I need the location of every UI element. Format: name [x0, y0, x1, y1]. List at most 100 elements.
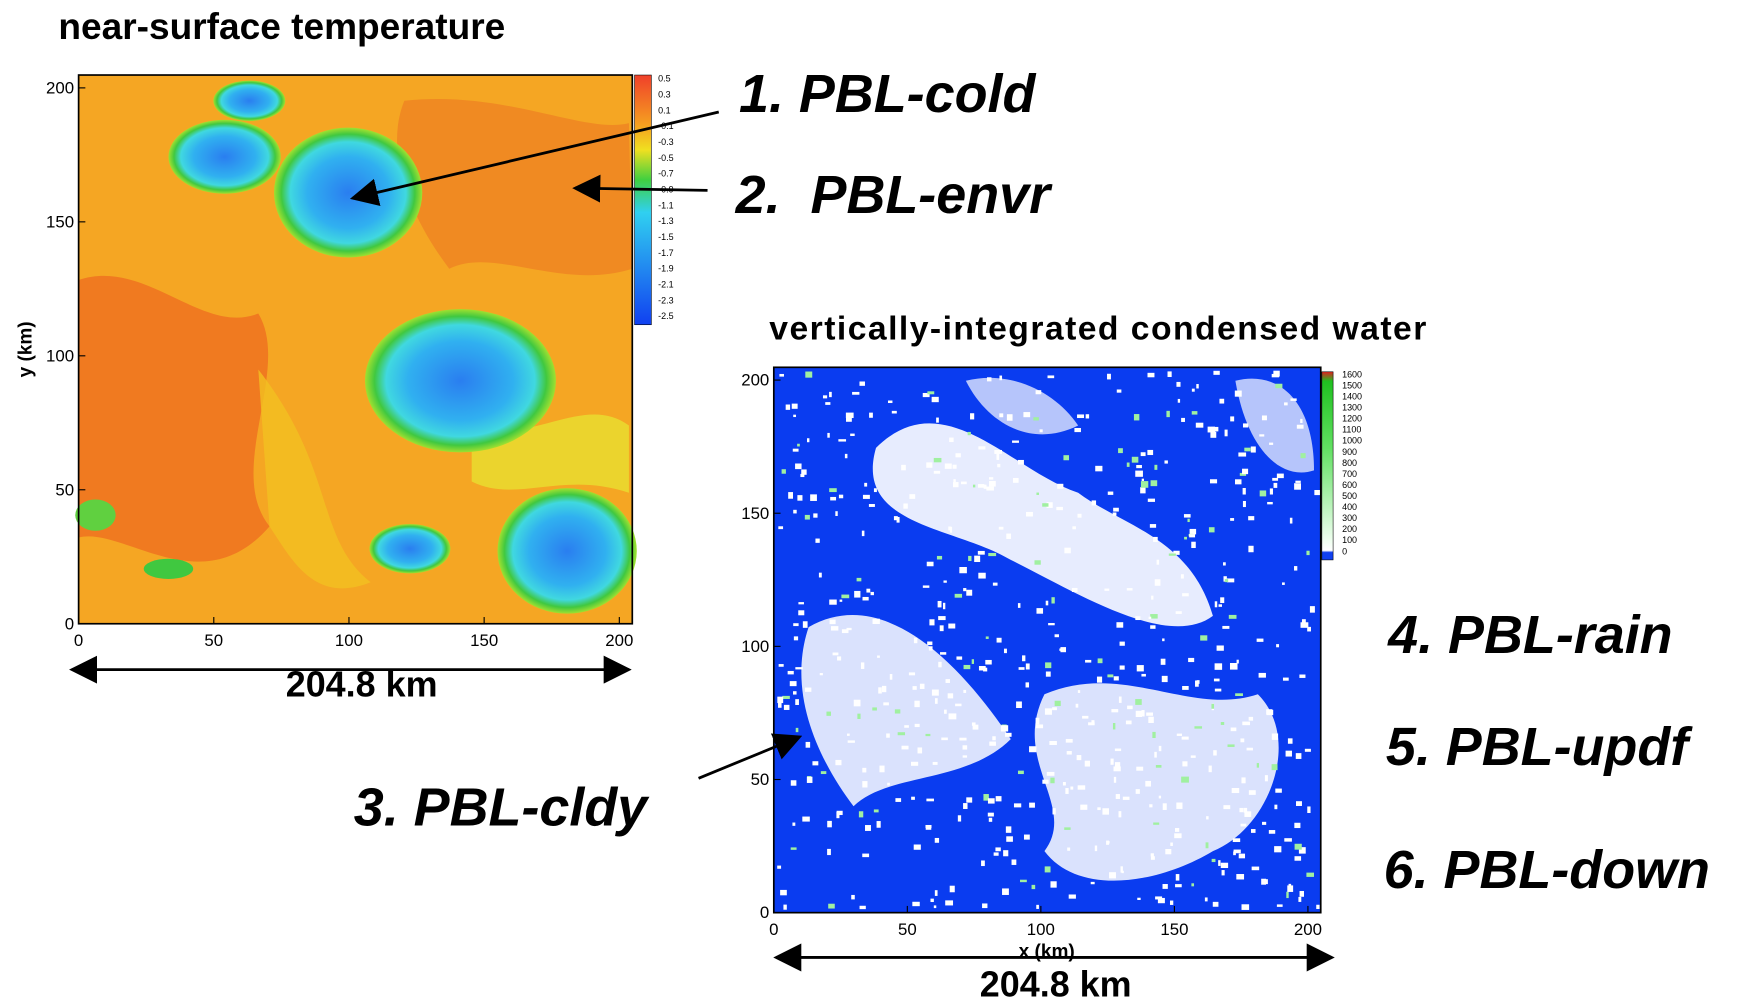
cloud-speckle — [1243, 501, 1246, 507]
cloud-speckle — [1123, 797, 1130, 800]
cloud-speckle — [1206, 816, 1208, 819]
cloud-speckle — [859, 381, 865, 385]
cloud-speckle — [985, 660, 991, 665]
cloud-speckle — [1045, 866, 1051, 872]
cloud-speckle — [1205, 897, 1208, 901]
cloud-speckle — [827, 433, 829, 438]
cloud-speckle — [1154, 465, 1157, 470]
cloud-speckle — [1120, 665, 1125, 669]
cloud-speckle — [1085, 761, 1090, 767]
cloud-speckle — [1248, 516, 1254, 520]
cloud-speckle — [1151, 596, 1153, 600]
x-tick-label: 50 — [898, 920, 917, 939]
cloud-speckle — [1141, 674, 1145, 677]
cloud-speckle — [1104, 589, 1109, 591]
cloud-speckle — [1230, 518, 1234, 521]
cloud-speckle — [1272, 733, 1278, 739]
cloud-speckle — [1275, 789, 1282, 793]
cloud-speckle — [927, 391, 934, 394]
cloud-speckle — [1055, 701, 1061, 706]
panel-title: vertically-integrated condensed water — [769, 310, 1426, 347]
cloud-speckle — [805, 515, 810, 520]
y-tick-label: 200 — [741, 371, 769, 390]
cloud-speckle — [1233, 838, 1240, 842]
cloud-speckle — [1297, 425, 1304, 429]
slide: near-surface temperature vertically-inte… — [0, 0, 1752, 1000]
colorbar-label: 1500 — [1342, 380, 1362, 390]
cloud-speckle — [827, 821, 832, 827]
cloud-speckle — [1049, 741, 1057, 745]
cloud-speckle — [1242, 722, 1250, 726]
cloud-speckle — [879, 766, 884, 773]
cloud-speckle — [1018, 460, 1024, 465]
cloud-speckle — [1243, 488, 1246, 495]
cloud-speckle — [813, 513, 817, 517]
cloud-speckle — [955, 704, 961, 707]
cloud-speckle — [788, 671, 794, 674]
cloud-speckle — [1046, 601, 1049, 606]
cloud-speckle — [1026, 663, 1030, 669]
cloud-speckle — [1196, 384, 1198, 388]
cloud-speckle — [1248, 546, 1253, 552]
cloud-speckle — [827, 849, 831, 855]
cloud-speckle — [866, 589, 870, 593]
cloud-speckle — [1195, 681, 1199, 687]
cloud-speckle — [959, 738, 966, 741]
colorbar-label: 0.1 — [658, 105, 670, 115]
cloud-speckle — [1140, 487, 1145, 493]
cloud-speckle — [1097, 677, 1102, 683]
cloud-speckle — [1306, 873, 1314, 877]
cloud-speckle — [1141, 452, 1146, 456]
cloud-speckle — [1159, 746, 1162, 751]
annotation: 1. PBL-cold — [739, 64, 1037, 124]
cloud-speckle — [826, 712, 831, 716]
cloud-speckle — [779, 374, 784, 377]
cloud-speckle — [794, 636, 798, 640]
x-tick-label: 100 — [335, 631, 363, 650]
cloud-speckle — [1063, 782, 1066, 785]
cloud-speckle — [1170, 901, 1173, 905]
colorbar-label: -2.3 — [658, 295, 673, 305]
cloud-speckle — [821, 771, 826, 774]
cloud-speckle — [914, 701, 919, 707]
cloud-speckle — [1231, 727, 1237, 731]
cloud-speckle — [1272, 478, 1278, 481]
y-axis-label: y (km) — [15, 321, 36, 377]
colorbar-label: 1300 — [1342, 403, 1362, 413]
cloud-speckle — [1091, 720, 1094, 724]
cloud-speckle — [1284, 402, 1288, 405]
cloud-speckle — [1034, 560, 1040, 564]
colorbar-label: 800 — [1342, 458, 1357, 468]
cloud-speckle — [1118, 448, 1123, 453]
cloud-speckle — [1277, 474, 1284, 479]
cloud-speckle — [898, 732, 905, 735]
x-tick-label: 100 — [1027, 920, 1055, 939]
cloud-speckle — [874, 809, 879, 812]
cloud-speckle — [978, 484, 984, 488]
colorbar-label: 400 — [1342, 502, 1357, 512]
cloud-speckle — [982, 903, 987, 908]
cloud-speckle — [1107, 674, 1113, 677]
x-tick-label: 0 — [769, 920, 778, 939]
cloud-speckle — [1295, 844, 1302, 850]
cloud-speckle — [1214, 679, 1220, 682]
colorbar-label: -0.1 — [658, 121, 673, 131]
cloud-speckle — [909, 494, 915, 499]
cloud-speckle — [1182, 593, 1189, 596]
colorbar-label: 300 — [1342, 513, 1357, 523]
cloud-speckle — [953, 482, 959, 487]
cloud-speckle — [1191, 542, 1196, 548]
cloud-speckle — [871, 592, 874, 595]
cloud-speckle — [848, 740, 855, 742]
cloud-speckle — [944, 710, 947, 714]
cloud-speckle — [1300, 419, 1302, 423]
cloud-speckle — [863, 495, 870, 499]
cloud-speckle — [805, 688, 811, 692]
cloud-speckle — [986, 636, 989, 639]
y-tick-label: 100 — [741, 637, 769, 656]
cloud-speckle — [1012, 859, 1017, 864]
cloud-speckle — [1095, 846, 1097, 852]
cloud-speckle — [1052, 808, 1055, 814]
cloud-speckle — [1168, 371, 1172, 377]
cloud-speckle — [1176, 874, 1180, 881]
